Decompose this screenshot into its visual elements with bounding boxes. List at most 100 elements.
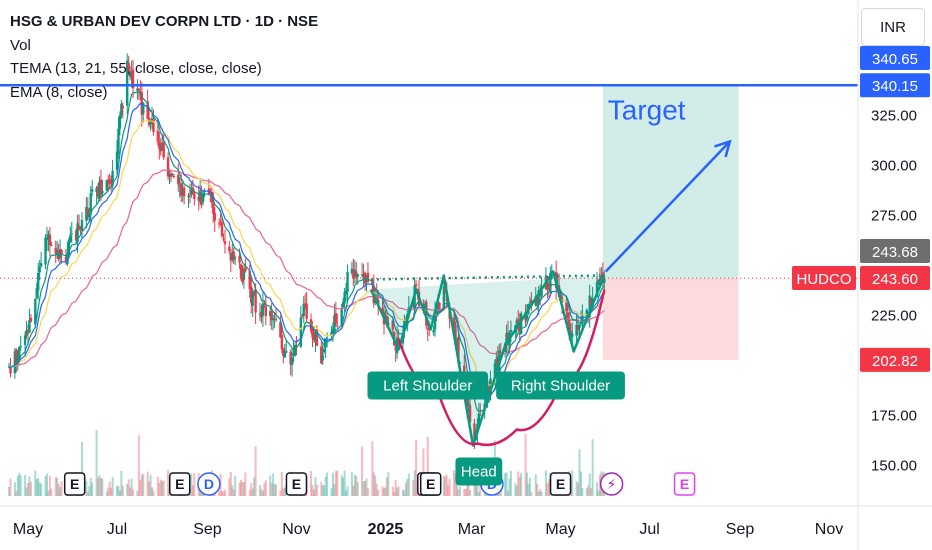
pattern-labels[interactable]: Target Left Shoulder Head Right Shoulder	[367, 95, 686, 486]
currency-button[interactable]: INR	[861, 8, 925, 46]
volume-bar	[248, 489, 251, 496]
candle-body	[362, 274, 365, 278]
volume-bar	[458, 486, 461, 496]
candle-body	[401, 334, 405, 344]
volume-bar	[280, 472, 283, 496]
candle-body	[111, 170, 114, 186]
pattern-fill	[370, 271, 605, 446]
candle-body	[250, 286, 253, 303]
volume-bar	[474, 484, 477, 496]
volume-bar	[505, 472, 508, 496]
earnings-marker-bg	[419, 472, 442, 496]
candle-body	[375, 295, 378, 301]
candle-body	[238, 255, 241, 263]
long-position-zone[interactable]	[602, 85, 739, 360]
candle-body	[438, 302, 441, 310]
volume-bar	[151, 487, 154, 496]
candle-body	[540, 287, 543, 297]
candle-body	[581, 315, 584, 324]
horizontal-lines[interactable]	[0, 83, 858, 279]
candle-body	[426, 328, 429, 330]
candle-body	[182, 187, 186, 197]
candle-body	[67, 239, 71, 256]
volume-bar	[98, 475, 101, 496]
volume-bar	[326, 472, 329, 496]
volume-bar	[251, 488, 254, 496]
volume-bar	[442, 476, 445, 496]
volume-bar	[444, 476, 447, 496]
volume-bar	[321, 484, 324, 496]
candle-body	[26, 330, 30, 334]
price-tick-label: 150.00	[871, 458, 917, 475]
candle-body	[344, 290, 348, 295]
candle-body	[270, 310, 273, 321]
study-ema[interactable]: EMA (8, close)	[10, 83, 108, 101]
candle-body	[495, 358, 498, 364]
volume-bar	[272, 473, 275, 496]
price-tag-bg	[860, 347, 930, 372]
volume-bar	[24, 475, 27, 496]
candle-body	[149, 120, 152, 124]
volume-bar	[91, 482, 94, 496]
chart-legend[interactable]: HSG & URBAN DEV CORPN LTD · 1D · NSE Vol…	[10, 10, 318, 104]
candle-body	[239, 264, 243, 278]
moving-averages	[8, 91, 605, 412]
candle-body	[232, 251, 235, 261]
candle-body	[381, 308, 384, 314]
candle-body	[172, 176, 176, 178]
right-shoulder-label: Right Shoulder	[511, 378, 610, 395]
price-tick-label: 225.00	[871, 308, 917, 325]
candle-body	[96, 186, 100, 197]
volume-bar	[222, 491, 225, 496]
candle-body	[90, 189, 94, 192]
volume-bar	[118, 490, 121, 496]
candle-body	[285, 351, 288, 353]
price-tag-label: 202.82	[872, 353, 918, 370]
dividend-marker: D	[204, 476, 214, 492]
volume-bar	[80, 441, 83, 496]
earnings-marker: E	[556, 476, 565, 492]
candle-body	[356, 274, 359, 277]
neckline	[370, 274, 600, 281]
volume-bar	[101, 478, 104, 496]
candle-body	[39, 263, 43, 267]
candle-body	[212, 203, 215, 214]
volume-bar	[387, 471, 390, 496]
candle-body	[292, 353, 295, 356]
candle-body	[200, 192, 203, 205]
study-vol[interactable]: Vol	[10, 36, 31, 54]
volume-bar	[89, 478, 92, 496]
candle-body	[159, 145, 162, 152]
volume-bar	[159, 479, 162, 496]
candle-body	[365, 275, 368, 281]
candle-body	[360, 274, 364, 276]
candle-body	[595, 282, 599, 298]
candle-body	[158, 141, 161, 149]
symbol-tag-label: HUDCO	[797, 271, 852, 288]
volume-bar	[463, 488, 466, 496]
volume-bar	[453, 470, 456, 496]
volume-bar	[283, 487, 286, 496]
candle-body	[477, 413, 481, 425]
volume-bar	[234, 476, 237, 496]
price-tag-bg	[860, 73, 930, 98]
candle-body	[228, 246, 231, 251]
candle-body	[457, 337, 460, 363]
candle-body	[89, 193, 92, 213]
candle-body	[254, 289, 257, 313]
candle-body	[518, 324, 521, 332]
study-tema[interactable]: TEMA (13, 21, 55, close, close, close)	[10, 60, 262, 77]
dividend-marker-bg	[197, 472, 221, 496]
symbol-title[interactable]: HSG & URBAN DEV CORPN LTD · 1D · NSE	[10, 13, 319, 30]
volume-bar	[507, 491, 510, 496]
candle-body	[242, 268, 246, 280]
earnings-marker: E	[70, 476, 79, 492]
candle-body	[467, 402, 470, 406]
volume-bar	[269, 475, 272, 496]
candle-body	[156, 130, 160, 142]
candle-body	[271, 318, 275, 320]
volume-bar	[25, 487, 28, 496]
volume-bar	[525, 472, 528, 496]
